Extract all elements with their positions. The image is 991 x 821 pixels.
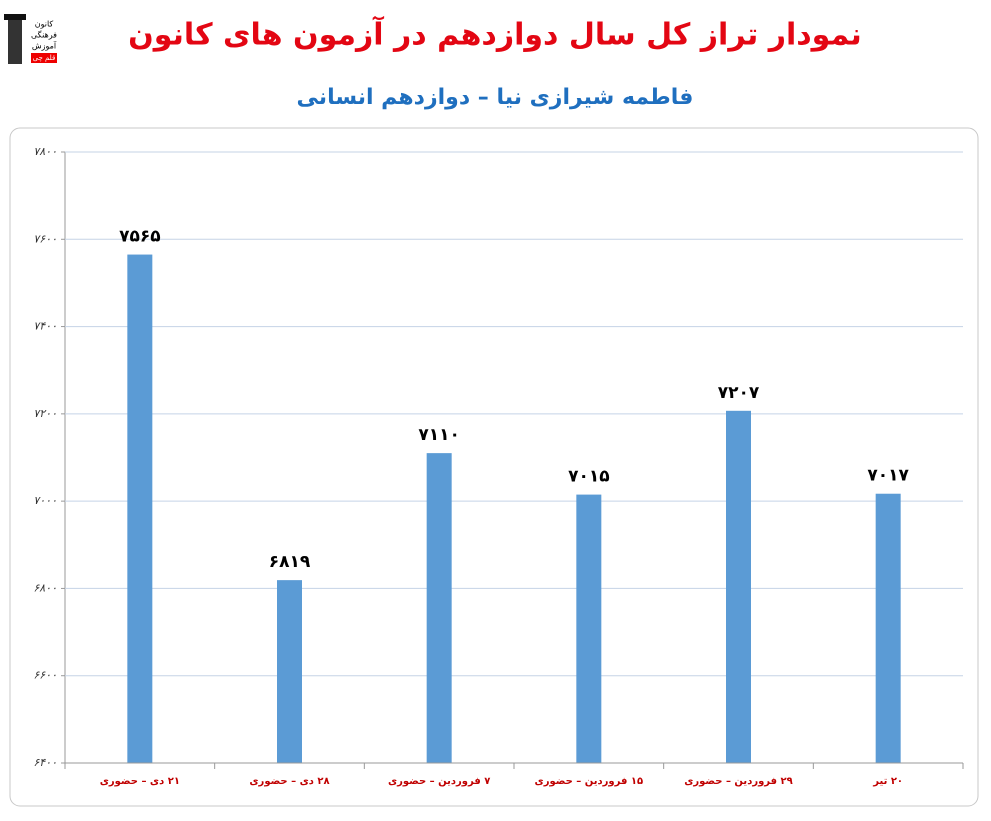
chart-title: نمودار تراز کل سال دوازدهم در آزمون های …: [128, 16, 862, 53]
value-label: ۶۸۱۹: [269, 552, 311, 572]
y-tick-label: ۶۶۰۰: [33, 669, 57, 682]
x-tick-label: ۲۰ تیر: [872, 776, 903, 787]
value-label: ۷۰۱۵: [568, 467, 610, 487]
bar: [127, 254, 153, 763]
y-tick-label: ۷۴۰۰: [33, 320, 57, 333]
value-label: ۷۰۱۷: [867, 466, 909, 486]
bar: [726, 410, 751, 763]
logo-badge: [31, 53, 57, 63]
logo-text: قلم چی: [33, 54, 56, 62]
y-tick-label: ۷۲۰۰: [33, 407, 57, 420]
bar: [576, 494, 602, 763]
y-tick-label: ۷۰۰۰: [33, 494, 57, 507]
bar: [426, 453, 452, 763]
x-tick-label: ۲۸ دی – حضوری: [249, 776, 329, 787]
y-tick-label: ۶۴۰۰: [33, 756, 57, 769]
value-label: ۷۲۰۷: [718, 383, 760, 403]
chart-subtitle: فاطمه شیرازی نیا – دوازدهم انسانی: [297, 85, 694, 110]
value-label: ۷۱۱۰: [418, 425, 460, 445]
logo-figure: [8, 14, 22, 64]
logo-text: آموزش: [32, 41, 57, 51]
logo-text: کانون: [35, 20, 54, 29]
bar: [875, 493, 901, 763]
value-label: ۷۵۶۵: [119, 227, 161, 247]
x-tick-label: ۲۹ فروردین – حضوری: [684, 776, 793, 787]
chart-frame: [9, 127, 979, 807]
x-tick-label: ۷ فروردین – حضوری: [388, 776, 490, 787]
y-tick-label: ۷۸۰۰: [33, 145, 57, 158]
y-tick-label: ۷۶۰۰: [33, 232, 57, 245]
y-tick-label: ۶۸۰۰: [33, 581, 57, 594]
bar: [277, 580, 302, 763]
x-tick-label: ۱۵ فروردین – حضوری: [535, 776, 644, 787]
logo-text: فرهنگی: [31, 30, 57, 40]
logo-cap: [4, 14, 26, 20]
logo: کانون فرهنگی آموزش قلم چی: [4, 14, 57, 64]
x-tick-label: ۲۱ دی – حضوری: [100, 776, 180, 787]
